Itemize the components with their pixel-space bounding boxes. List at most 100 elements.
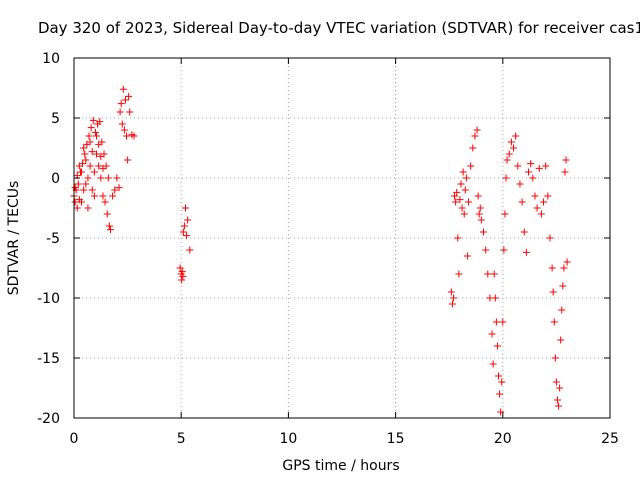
y-tick-label: 0 bbox=[51, 171, 60, 187]
data-point-marker bbox=[482, 246, 490, 254]
data-point-marker bbox=[90, 168, 98, 176]
data-point-marker bbox=[84, 204, 92, 212]
data-point-marker bbox=[507, 138, 515, 146]
data-point-marker bbox=[88, 186, 96, 194]
data-point-marker bbox=[499, 318, 507, 326]
data-points bbox=[70, 85, 571, 416]
data-point-marker bbox=[97, 152, 105, 160]
x-tick-label: 15 bbox=[387, 431, 405, 447]
data-point-marker bbox=[527, 160, 535, 168]
data-point-marker bbox=[88, 148, 96, 156]
data-point-marker bbox=[561, 168, 569, 176]
x-tick-label: 25 bbox=[601, 431, 619, 447]
data-point-marker bbox=[484, 270, 492, 278]
data-point-marker bbox=[451, 192, 459, 200]
data-point-marker bbox=[84, 174, 92, 182]
data-point-marker bbox=[115, 184, 123, 192]
data-point-marker bbox=[447, 288, 455, 296]
data-point-marker bbox=[71, 184, 79, 192]
data-point-marker bbox=[558, 306, 566, 314]
chart-title: Day 320 of 2023, Sidereal Day-to-day VTE… bbox=[38, 19, 640, 37]
x-tick-label: 5 bbox=[177, 431, 186, 447]
data-point-marker bbox=[180, 222, 188, 230]
data-point-marker bbox=[556, 384, 564, 392]
data-point-marker bbox=[78, 198, 86, 206]
data-point-marker bbox=[461, 186, 469, 194]
y-tick-label: 5 bbox=[51, 111, 60, 127]
data-point-marker bbox=[516, 180, 524, 188]
data-point-marker bbox=[85, 132, 93, 140]
data-point-marker bbox=[179, 272, 187, 280]
data-point-marker bbox=[99, 192, 107, 200]
data-point-marker bbox=[125, 92, 133, 100]
data-point-marker bbox=[457, 180, 465, 188]
data-point-marker bbox=[550, 318, 558, 326]
data-point-marker bbox=[87, 124, 95, 132]
data-point-marker bbox=[462, 174, 470, 182]
x-tick-label: 20 bbox=[494, 431, 512, 447]
data-point-marker bbox=[477, 216, 485, 224]
data-point-marker bbox=[533, 204, 541, 212]
data-point-marker bbox=[476, 204, 484, 212]
data-point-marker bbox=[535, 164, 543, 172]
y-tick-label: 10 bbox=[42, 51, 60, 67]
data-point-marker bbox=[557, 336, 565, 344]
data-point-marker bbox=[537, 210, 545, 218]
data-point-marker bbox=[480, 228, 488, 236]
data-point-marker bbox=[178, 276, 186, 284]
data-point-marker bbox=[130, 132, 138, 140]
data-point-marker bbox=[454, 234, 462, 242]
data-point-marker bbox=[562, 156, 570, 164]
data-point-marker bbox=[495, 372, 503, 380]
data-point-marker bbox=[103, 210, 111, 218]
data-point-marker bbox=[502, 174, 510, 182]
data-point-marker bbox=[463, 252, 471, 260]
data-point-marker bbox=[104, 174, 112, 182]
data-point-marker bbox=[489, 360, 497, 368]
x-tick-label: 0 bbox=[70, 431, 79, 447]
data-point-marker bbox=[95, 140, 103, 148]
data-point-marker bbox=[542, 162, 550, 170]
data-point-marker bbox=[544, 192, 552, 200]
data-point-marker bbox=[119, 85, 127, 93]
data-point-marker bbox=[549, 288, 557, 296]
data-point-marker bbox=[176, 264, 184, 272]
gridlines bbox=[74, 58, 610, 418]
data-point-marker bbox=[97, 174, 105, 182]
data-point-marker bbox=[505, 150, 513, 158]
data-point-marker bbox=[469, 144, 477, 152]
data-point-marker bbox=[455, 270, 463, 278]
data-point-marker bbox=[551, 354, 559, 362]
data-point-marker bbox=[540, 198, 548, 206]
data-point-marker bbox=[124, 156, 132, 164]
data-point-marker bbox=[560, 264, 568, 272]
data-point-marker bbox=[448, 300, 456, 308]
data-point-marker bbox=[488, 330, 496, 338]
data-point-marker bbox=[512, 132, 520, 140]
data-point-marker bbox=[518, 198, 526, 206]
data-point-marker bbox=[73, 204, 81, 212]
data-point-marker bbox=[553, 396, 561, 404]
data-point-marker bbox=[531, 192, 539, 200]
data-point-marker bbox=[548, 264, 556, 272]
data-point-marker bbox=[473, 126, 481, 134]
data-point-marker bbox=[452, 198, 460, 206]
data-point-marker bbox=[181, 204, 189, 212]
y-tick-label: -20 bbox=[37, 411, 60, 427]
y-tick-labels: -20 -15 -10 -5 0 5 10 bbox=[37, 51, 60, 427]
data-point-marker bbox=[96, 118, 104, 126]
data-point-marker bbox=[552, 378, 560, 386]
data-point-marker bbox=[490, 270, 498, 278]
data-point-marker bbox=[501, 210, 509, 218]
data-point-marker bbox=[546, 234, 554, 242]
data-point-marker bbox=[456, 196, 464, 204]
data-point-marker bbox=[496, 390, 504, 398]
y-tick-label: -5 bbox=[46, 231, 60, 247]
data-point-marker bbox=[475, 210, 483, 218]
data-point-marker bbox=[80, 186, 88, 194]
data-point-marker bbox=[492, 318, 500, 326]
data-point-marker bbox=[474, 192, 482, 200]
data-point-marker bbox=[75, 162, 83, 170]
data-point-marker bbox=[458, 204, 466, 212]
